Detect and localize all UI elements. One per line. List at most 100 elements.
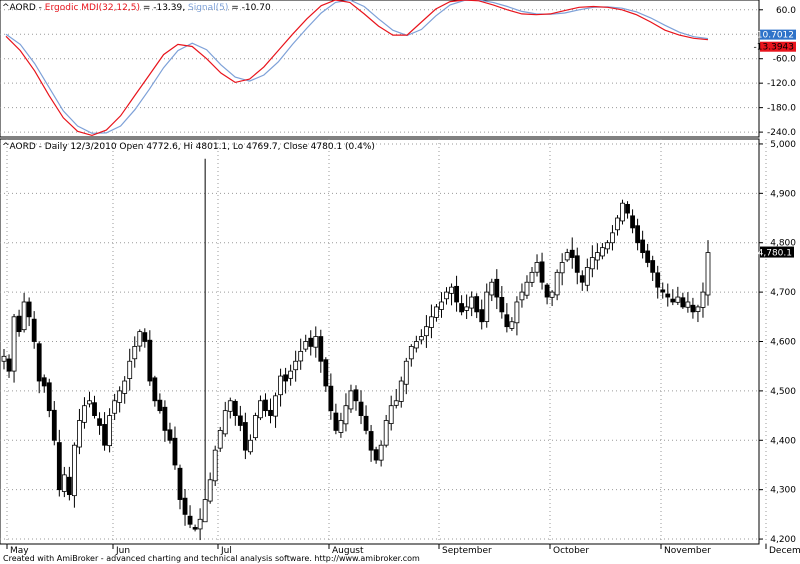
candle-body-up xyxy=(408,346,414,360)
candle xyxy=(222,401,228,437)
candle-body-up xyxy=(429,316,434,328)
candle-body-down xyxy=(41,377,47,387)
candle-body-down xyxy=(283,374,289,382)
candle xyxy=(418,329,424,345)
candle xyxy=(589,245,595,278)
oscillator-title-prefix: ^AORD - xyxy=(2,3,45,13)
candle xyxy=(21,292,27,333)
candle xyxy=(97,412,102,435)
candle-body-up xyxy=(338,420,344,433)
candle xyxy=(388,395,394,431)
candle-body-up xyxy=(107,415,112,447)
candle-body-up xyxy=(202,499,208,523)
candle-body-down xyxy=(92,402,97,416)
candle-body-up xyxy=(1,355,7,362)
candle-body-down xyxy=(232,400,238,416)
candle-body-down xyxy=(97,418,102,426)
price-y-tick-label: 4,800 xyxy=(770,239,796,249)
candle xyxy=(237,405,243,432)
candle-body-down xyxy=(328,385,334,412)
candle-body-down xyxy=(333,412,339,431)
candle xyxy=(484,283,490,328)
oscillator-grid xyxy=(0,9,759,133)
candle xyxy=(564,248,570,262)
candle xyxy=(429,304,434,339)
candle-body-down xyxy=(66,476,72,496)
candle-body-up xyxy=(122,380,128,394)
candle-body-down xyxy=(680,297,686,308)
candle xyxy=(212,445,218,486)
candle-body-up xyxy=(378,444,384,461)
candle-body-down xyxy=(635,225,640,244)
candle xyxy=(293,350,299,382)
candle xyxy=(454,275,459,312)
oscillator-title: ^AORD - Ergodic MDI(32,12,5) = -13.39, S… xyxy=(2,3,271,13)
candle-body-up xyxy=(293,360,299,371)
last-price-badge-box xyxy=(760,246,794,258)
candle xyxy=(127,348,133,391)
candle xyxy=(343,393,349,432)
candle xyxy=(544,283,550,305)
candle-body-up xyxy=(212,449,218,482)
candle xyxy=(61,466,67,498)
candle xyxy=(328,373,334,420)
candle xyxy=(494,269,500,310)
oscillator-panel-frame xyxy=(0,0,760,138)
candle-body-up xyxy=(564,252,570,261)
candle-body-down xyxy=(102,424,107,446)
candle-body-up xyxy=(449,286,454,294)
candle-body-up xyxy=(127,360,133,379)
candle xyxy=(398,376,404,408)
candle-body-up xyxy=(112,400,118,414)
candle-body-up xyxy=(72,444,77,497)
candle xyxy=(569,237,575,269)
candle-body-down xyxy=(157,399,163,412)
candle-body-down xyxy=(494,278,500,298)
candle xyxy=(630,209,635,234)
candle-body-down xyxy=(26,301,32,318)
candle xyxy=(242,412,248,460)
candle xyxy=(162,400,168,442)
candle-body-down xyxy=(308,337,314,347)
candle xyxy=(665,283,671,307)
candle-body-down xyxy=(670,298,676,303)
candle xyxy=(102,412,107,451)
candle xyxy=(549,290,555,307)
candle xyxy=(112,393,118,420)
candle-body-down xyxy=(569,249,575,258)
oscillator-value-badges: -10.7012 -13.3943 xyxy=(754,29,796,53)
candle-body-down xyxy=(182,497,188,515)
candle xyxy=(338,412,344,438)
candle-body-up xyxy=(675,296,681,303)
candle-body-up xyxy=(615,217,620,231)
candle xyxy=(87,391,92,408)
candle xyxy=(137,329,143,352)
candle xyxy=(6,354,12,378)
candle xyxy=(529,267,535,287)
candle-body-up xyxy=(705,252,711,296)
candle xyxy=(434,304,439,322)
candle-body-down xyxy=(51,409,57,441)
candle-body-down xyxy=(660,289,666,293)
candle xyxy=(705,240,711,306)
candle xyxy=(51,401,57,446)
candle xyxy=(207,472,213,504)
candle xyxy=(288,364,294,386)
candle xyxy=(534,254,540,277)
candle xyxy=(368,424,374,462)
candle xyxy=(554,269,560,301)
candle xyxy=(41,374,47,393)
candle-body-down xyxy=(454,285,459,303)
candle-body-down xyxy=(474,296,480,313)
candle-body-up xyxy=(388,405,394,424)
candle xyxy=(217,426,223,452)
price-panel-frame xyxy=(0,138,760,545)
candle xyxy=(283,367,289,394)
candle-body-up xyxy=(549,291,555,298)
candle-body-down xyxy=(172,437,178,466)
candle-body-up xyxy=(313,336,319,348)
candle xyxy=(584,258,590,292)
candle xyxy=(192,524,198,532)
candle xyxy=(298,338,304,370)
candle xyxy=(640,230,646,259)
